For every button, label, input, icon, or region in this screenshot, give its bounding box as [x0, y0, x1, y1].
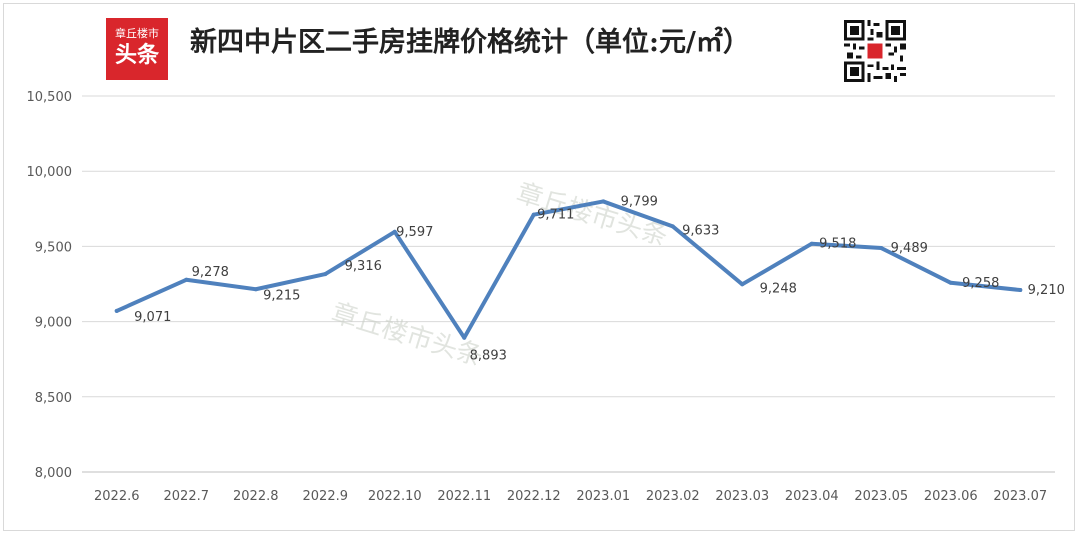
y-tick-label: 10,500 [27, 90, 73, 105]
data-label: 9,278 [192, 265, 229, 280]
data-point [114, 308, 119, 313]
x-tick-label: 2022.6 [94, 489, 140, 504]
data-label: 9,799 [621, 194, 658, 209]
y-tick-label: 9,000 [35, 316, 72, 331]
chart-title: 新四中片区二手房挂牌价格统计（单位:元/㎡） [190, 27, 750, 58]
x-tick-label: 2022.8 [233, 489, 279, 504]
data-point [1018, 288, 1023, 293]
data-point [809, 241, 814, 246]
chart-frame [3, 3, 1075, 531]
x-tick-label: 2023.01 [576, 489, 630, 504]
logo-text-top: 章丘楼市 [115, 27, 159, 40]
data-point [462, 335, 467, 340]
data-label: 9,633 [682, 223, 719, 238]
x-tick-label: 2023.06 [924, 489, 978, 504]
data-point [740, 282, 745, 287]
brand-logo: 章丘楼市 头条 [106, 18, 168, 80]
data-point [670, 224, 675, 229]
data-label: 9,071 [134, 310, 171, 325]
x-tick-label: 2023.04 [785, 489, 839, 504]
data-point [253, 287, 258, 292]
y-tick-label: 8,000 [35, 466, 72, 481]
data-label: 9,711 [537, 208, 574, 223]
x-tick-label: 2022.10 [368, 489, 422, 504]
x-tick-label: 2023.05 [854, 489, 908, 504]
data-point [531, 212, 536, 217]
x-tick-label: 2022.9 [303, 489, 349, 504]
data-label: 9,210 [1028, 283, 1065, 298]
y-tick-label: 8,500 [35, 391, 72, 406]
data-point [323, 272, 328, 277]
x-tick-label: 2022.11 [437, 489, 491, 504]
data-label: 9,248 [760, 281, 797, 296]
data-label: 9,215 [263, 288, 300, 303]
data-label: 9,518 [819, 237, 856, 252]
y-tick-label: 10,000 [27, 165, 73, 180]
x-tick-label: 2023.07 [993, 489, 1047, 504]
data-point [948, 280, 953, 285]
data-label: 8,893 [470, 349, 507, 364]
series-line [114, 199, 1023, 340]
x-tick-label: 2022.12 [507, 489, 561, 504]
qr-code-icon [844, 20, 906, 82]
data-label: 9,316 [345, 259, 382, 274]
y-tick-label: 9,500 [35, 240, 72, 255]
data-point [184, 277, 189, 282]
data-label: 9,489 [891, 241, 928, 256]
data-point [879, 246, 884, 251]
data-point [392, 229, 397, 234]
data-label: 9,258 [962, 276, 999, 291]
data-point [601, 199, 606, 204]
logo-text-bottom: 头条 [114, 43, 159, 68]
data-label: 9,597 [396, 225, 433, 240]
x-tick-label: 2022.7 [164, 489, 210, 504]
x-tick-label: 2023.03 [715, 489, 769, 504]
x-tick-label: 2023.02 [646, 489, 700, 504]
